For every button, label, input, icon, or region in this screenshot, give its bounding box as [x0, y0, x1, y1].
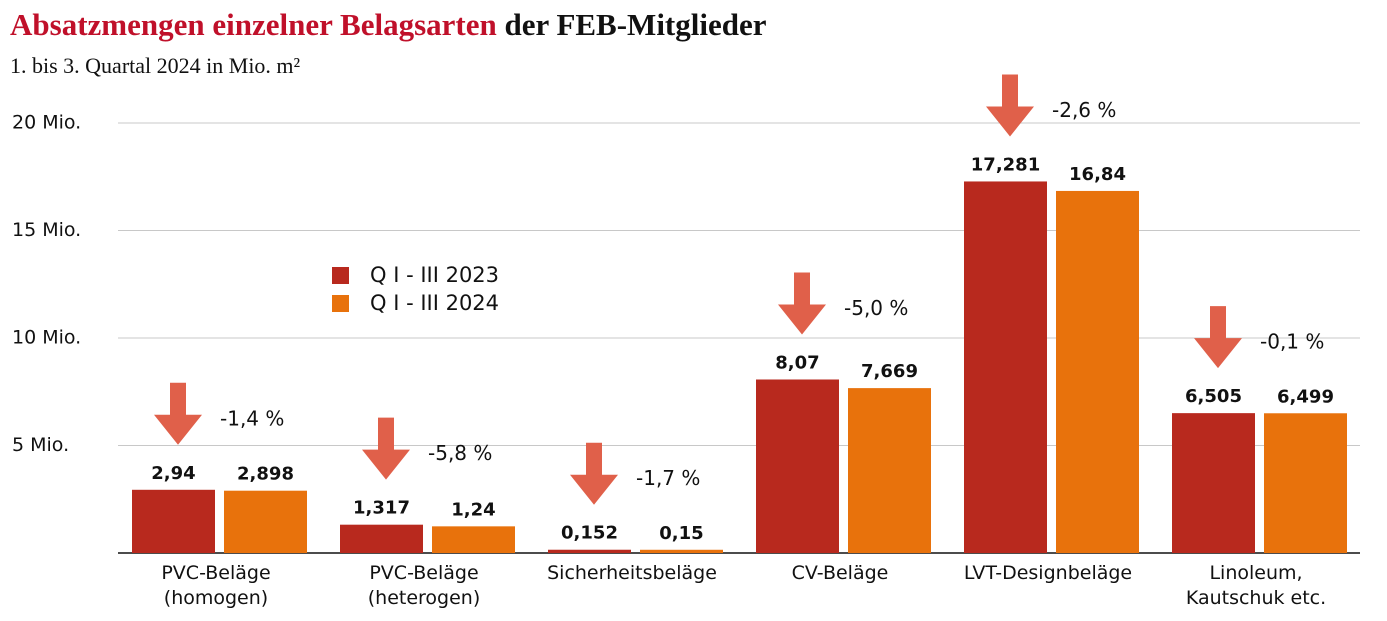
change-label: -5,0 % — [844, 296, 908, 320]
title-highlight: Absatzmengen einzelner Belagsarten — [10, 7, 497, 42]
legend-swatch — [332, 295, 349, 312]
value-label: 16,84 — [1069, 164, 1126, 185]
subtitle: 1. bis 3. Quartal 2024 in Mio. m² — [10, 53, 301, 78]
change-label: -1,4 % — [220, 406, 284, 430]
x-tick-label: Sicherheitsbeläge — [547, 562, 717, 584]
y-tick-label: 10 Mio. — [12, 327, 81, 349]
value-label: 1,24 — [451, 499, 495, 520]
bar — [224, 490, 307, 553]
x-tick-label: CV-Beläge — [791, 562, 889, 584]
title: der FEB-Mitglieder — [505, 7, 767, 42]
bar — [640, 549, 723, 553]
x-tick-label: LVT-Designbeläge — [963, 562, 1133, 584]
change-label: -0,1 % — [1260, 330, 1324, 354]
change-label: -1,7 % — [636, 466, 700, 490]
y-tick-label: 5 Mio. — [12, 434, 69, 456]
value-label: 0,15 — [659, 523, 703, 544]
change-label: -2,6 % — [1052, 98, 1116, 122]
value-label: 0,152 — [561, 523, 618, 544]
change-label: -5,8 % — [428, 441, 492, 465]
change-arrow — [986, 74, 1034, 137]
change-arrow — [154, 382, 202, 445]
bar — [132, 489, 215, 553]
change-arrow — [362, 417, 410, 480]
chart-title: Absatzmengen einzelner Belagsarten der F… — [10, 7, 767, 42]
value-label: 2,94 — [151, 463, 195, 484]
value-label: 6,499 — [1277, 386, 1334, 407]
bar — [848, 388, 931, 553]
bar — [1172, 413, 1255, 553]
bar — [340, 524, 423, 553]
x-tick-label: Linoleum, Kautschuk etc. — [1185, 562, 1327, 609]
x-tick-label: PVC-Beläge (heterogen) — [367, 562, 481, 609]
bar — [1264, 413, 1347, 553]
value-label: 2,898 — [237, 464, 294, 485]
y-tick-label: 15 Mio. — [12, 219, 81, 241]
bar — [756, 379, 839, 553]
bar — [432, 526, 515, 553]
bar — [1056, 190, 1139, 553]
value-label: 1,317 — [353, 498, 410, 519]
bar — [964, 181, 1047, 553]
bar — [548, 549, 631, 553]
legend-label: Q I - III 2024 — [370, 291, 499, 315]
change-arrow — [778, 272, 826, 335]
change-arrow — [570, 442, 618, 505]
value-label: 7,669 — [861, 361, 918, 382]
legend-label: Q I - III 2023 — [370, 263, 499, 287]
value-label: 6,505 — [1185, 386, 1242, 407]
value-label: 8,07 — [775, 352, 819, 373]
legend-swatch — [332, 267, 349, 284]
value-label: 17,281 — [971, 154, 1040, 175]
change-arrow — [1194, 306, 1242, 369]
x-tick-label: PVC-Beläge (homogen) — [161, 562, 271, 609]
y-tick-label: 20 Mio. — [12, 112, 81, 134]
